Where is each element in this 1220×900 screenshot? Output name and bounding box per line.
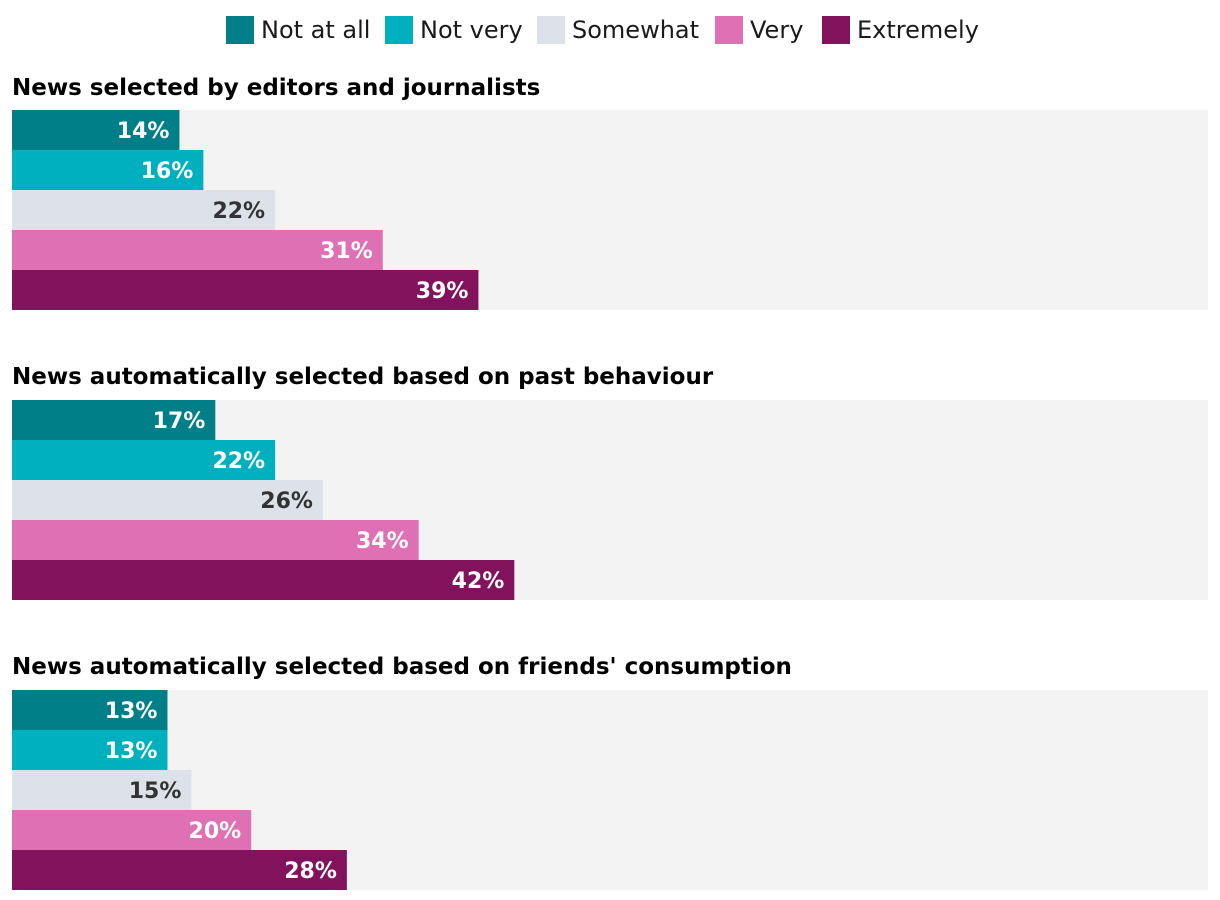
bar-label-panel3-extremely: 28% [284,859,337,884]
bar-panel2-somewhat [12,480,323,520]
bar-label-panel2-extremely: 42% [452,569,505,594]
legend-swatch-not-very [385,16,413,44]
bar-panel2-very [12,520,419,560]
legend-swatch-very [715,16,743,44]
bar-panel2-not-very [12,440,276,480]
legend-swatch-not-at-all [226,16,254,44]
legend-label-extremely: Extremely [857,16,979,44]
bar-label-panel3-very: 20% [189,819,242,844]
legend-swatch-extremely [822,16,850,44]
bar-panel2-not-at-all [12,400,216,440]
bar-label-panel3-not-very: 13% [105,739,158,764]
bar-label-panel1-not-at-all: 14% [117,119,170,144]
panel-title-3: News automatically selected based on fri… [12,654,792,680]
bar-panel3-very [12,810,252,850]
bar-panel1-somewhat [12,190,276,230]
panel-title-1: News selected by editors and journalists [12,75,540,101]
bar-label-panel2-not-at-all: 17% [153,409,206,434]
bar-label-panel2-somewhat: 26% [260,489,313,514]
bar-label-panel1-not-very: 16% [141,159,194,184]
bar-panel1-very [12,230,383,270]
bar-panel3-not-at-all [12,690,168,730]
legend-swatch-somewhat [537,16,565,44]
bar-panel1-not-very [12,150,204,190]
bar-panel2-extremely [12,560,515,600]
bar-label-panel1-extremely: 39% [416,279,469,304]
bar-label-panel1-somewhat: 22% [212,199,265,224]
bar-panel3-not-very [12,730,168,770]
legend-label-somewhat: Somewhat [572,16,699,44]
panel-title-2: News automatically selected based on pas… [12,364,714,390]
bar-panel3-extremely [12,850,347,890]
bar-label-panel2-very: 34% [356,529,409,554]
legend-label-not-at-all: Not at all [261,16,370,44]
bar-panel1-extremely [12,270,479,310]
bar-label-panel3-somewhat: 15% [129,779,182,804]
bar-panel1-not-at-all [12,110,180,150]
legend-label-very: Very [750,16,803,44]
bar-label-panel2-not-very: 22% [212,449,265,474]
legend-label-not-very: Not very [420,16,523,44]
bar-panel3-somewhat [12,770,192,810]
bar-label-panel1-very: 31% [320,239,373,264]
bar-label-panel3-not-at-all: 13% [105,699,158,724]
